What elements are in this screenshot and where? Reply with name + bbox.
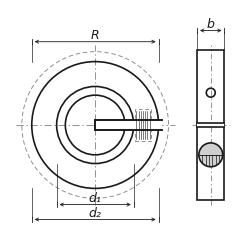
Bar xyxy=(197,123,224,127)
Text: d₂: d₂ xyxy=(89,207,102,220)
Bar xyxy=(135,109,151,141)
Text: b: b xyxy=(207,18,215,31)
Circle shape xyxy=(199,143,223,167)
Bar xyxy=(197,50,224,200)
Text: R: R xyxy=(91,29,100,42)
Text: d₁: d₁ xyxy=(89,192,102,205)
Bar xyxy=(95,120,162,130)
